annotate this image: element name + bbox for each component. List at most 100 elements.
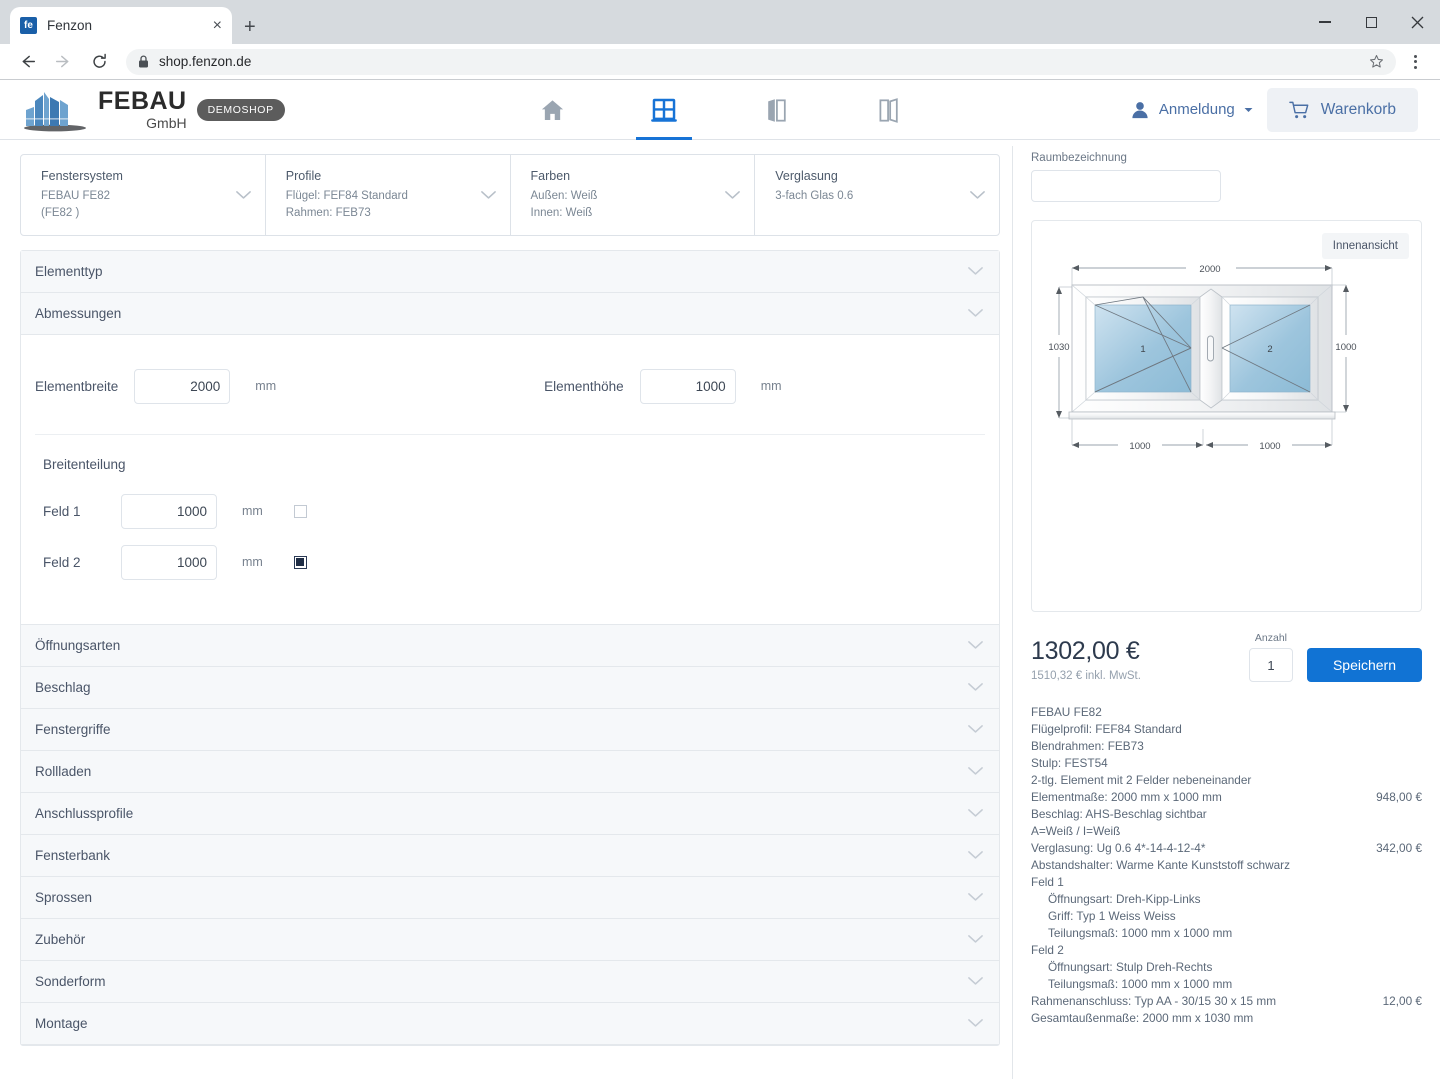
spec-text: Flügelprofil: FEF84 Standard	[1031, 721, 1182, 736]
chevron-down-icon	[968, 935, 983, 944]
nav-item-einzeltuer[interactable]	[860, 80, 916, 140]
close-icon[interactable]: ×	[212, 16, 222, 34]
nav-item-doppeltuer[interactable]	[748, 80, 804, 140]
abmessungen-panel: Elementbreite 2000 mm Elementhöhe 1000 m…	[21, 334, 999, 625]
account-menu[interactable]: Anmeldung	[1130, 100, 1253, 120]
spec-line: Rahmenanschluss: Typ AA - 30/15 30 x 15 …	[1031, 993, 1422, 1010]
cart-icon	[1289, 100, 1310, 120]
nav-item-home[interactable]	[524, 80, 580, 140]
elementbreite-label: Elementbreite	[35, 378, 119, 394]
back-arrow-icon[interactable]	[12, 47, 42, 77]
demoshop-badge: DEMOSHOP	[196, 98, 285, 121]
accordion-header-montage[interactable]: Montage	[21, 1002, 999, 1045]
feld-row: Feld 2 1000 mm	[35, 544, 985, 580]
febau-logo-icon	[22, 88, 88, 132]
spec-line: A=Weiß / I=Weiß	[1031, 823, 1422, 840]
spec-line: FEBAU FE82	[1031, 704, 1422, 721]
quantity-input[interactable]: 1	[1248, 648, 1293, 682]
user-icon	[1130, 100, 1150, 120]
tab-title: Fenzon	[47, 18, 93, 33]
spec-line: Öffnungsart: Dreh-Kipp-Links	[1031, 891, 1422, 908]
spec-line: Abstandshalter: Warme Kante Kunststoff s…	[1031, 857, 1422, 874]
input-value: 1000	[176, 503, 207, 519]
spec-line: Elementmaße: 2000 mm x 1000 mm 948,00 €	[1031, 789, 1422, 806]
spec-text: Öffnungsart: Dreh-Kipp-Links	[1048, 891, 1201, 906]
single-door-icon	[875, 97, 902, 124]
cart-label: Warenkorb	[1320, 100, 1396, 118]
dim-field-2: 1000	[1259, 441, 1280, 452]
accordion-header-anschlussprofile[interactable]: Anschlussprofile	[21, 792, 999, 835]
url-text: shop.fenzon.de	[159, 54, 252, 69]
nav-item-fenster[interactable]	[636, 80, 692, 140]
selector-farben[interactable]: Farben Außen: Weiß Innen: Weiß	[511, 155, 756, 235]
selector-line: Außen: Weiß	[530, 190, 598, 202]
unit-label: mm	[255, 379, 277, 393]
spec-text: Rahmenanschluss: Typ AA - 30/15 30 x 15 …	[1031, 993, 1277, 1008]
cart-button[interactable]: Warenkorb	[1266, 87, 1418, 132]
close-window-button[interactable]	[1394, 0, 1440, 44]
browser-tab[interactable]: fe Fenzon ×	[10, 7, 232, 44]
save-button[interactable]: Speichern	[1306, 648, 1422, 682]
input-value: 2000	[190, 378, 221, 394]
kebab-menu-icon[interactable]	[1402, 54, 1428, 69]
price-gross: 1510,32 € inkl. MwSt.	[1031, 670, 1141, 682]
window-icon	[650, 96, 678, 124]
spec-line: Griff: Typ 1 Weiss Weiss	[1031, 908, 1422, 925]
elementhoehe-input[interactable]: 1000	[639, 368, 736, 404]
feld-1-checkbox[interactable]	[293, 504, 307, 518]
column-divider	[1012, 146, 1013, 1079]
feld-2-checkbox[interactable]	[293, 555, 307, 569]
chevron-down-icon	[968, 683, 983, 692]
maximize-button[interactable]	[1348, 0, 1394, 44]
forward-arrow-icon[interactable]	[48, 47, 78, 77]
accordion-header-fenstergriffe[interactable]: Fenstergriffe	[21, 708, 999, 751]
spec-text: Griff: Typ 1 Weiss Weiss	[1048, 908, 1176, 923]
selector-line: Rahmen: FEB73	[285, 207, 371, 220]
input-value: 1000	[176, 554, 207, 570]
feld-label: Feld 1	[43, 503, 81, 519]
accordion-header-elementtyp[interactable]: Elementtyp	[21, 250, 999, 293]
spec-line: Blendrahmen: FEB73	[1031, 738, 1422, 755]
view-toggle-button[interactable]: Innenansicht	[1321, 233, 1409, 259]
accordion-header-abmessungen[interactable]: Abmessungen	[21, 292, 999, 335]
accordion-header-fensterbank[interactable]: Fensterbank	[21, 834, 999, 877]
chevron-down-icon	[968, 725, 983, 734]
configurator-left-column: Fenstersystem FEBAU FE82 (FE82 ) Profile…	[0, 140, 1012, 1079]
window-handle-icon	[1207, 335, 1214, 362]
chevron-down-icon	[968, 1019, 983, 1028]
accordion-header-sonderform[interactable]: Sonderform	[21, 960, 999, 1003]
dim-width-total: 2000	[1199, 264, 1220, 275]
reload-icon[interactable]	[84, 47, 114, 77]
elementbreite-input[interactable]: 2000	[134, 368, 231, 404]
selector-title: Verglasung	[775, 169, 838, 183]
feld-2-input[interactable]: 1000	[121, 544, 217, 580]
raumbezeichnung-input[interactable]	[1031, 170, 1221, 202]
address-bar[interactable]: shop.fenzon.de	[126, 48, 1396, 75]
selector-profile[interactable]: Profile Flügel: FEF84 Standard Rahmen: F…	[266, 155, 511, 235]
new-tab-button[interactable]: +	[244, 16, 256, 38]
accordion-header-beschlag[interactable]: Beschlag	[21, 666, 999, 709]
star-icon[interactable]	[1369, 54, 1384, 69]
elementhoehe-label: Elementhöhe	[544, 378, 624, 394]
chevron-down-icon	[480, 190, 496, 199]
accordion-header-rollladen[interactable]: Rollladen	[21, 750, 999, 793]
accordion-header-oeffnungsarten[interactable]: Öffnungsarten	[21, 624, 999, 667]
minimize-button[interactable]	[1302, 0, 1348, 44]
accordion-header-sprossen[interactable]: Sprossen	[21, 876, 999, 919]
spec-line: Flügelprofil: FEF84 Standard	[1031, 721, 1422, 738]
selector-verglasung[interactable]: Verglasung 3-fach Glas 0.6	[755, 155, 999, 235]
spec-text: Blendrahmen: FEB73	[1031, 738, 1144, 753]
spec-line: Teilungsmaß: 1000 mm x 1000 mm	[1031, 925, 1422, 942]
spec-line: Verglasung: Ug 0.6 4*-14-4-12-4* 342,00 €	[1031, 840, 1422, 857]
selector-line: FEBAU FE82	[41, 190, 111, 202]
sash-label-2: 2	[1267, 344, 1272, 355]
spec-text: Verglasung: Ug 0.6 4*-14-4-12-4*	[1031, 840, 1206, 855]
feld-1-input[interactable]: 1000	[121, 493, 217, 529]
spec-text: Teilungsmaß: 1000 mm x 1000 mm	[1048, 925, 1233, 940]
accordion-label: Fensterbank	[35, 847, 111, 863]
selector-fenstersystem[interactable]: Fenstersystem FEBAU FE82 (FE82 )	[21, 155, 266, 235]
brand-logo[interactable]: FEBAU GmbH DEMOSHOP	[0, 88, 285, 132]
spec-line: Beschlag: AHS-Beschlag sichtbar	[1031, 806, 1422, 823]
accordion-header-zubehoer[interactable]: Zubehör	[21, 918, 999, 961]
spec-amount: 948,00 €	[1376, 789, 1422, 804]
